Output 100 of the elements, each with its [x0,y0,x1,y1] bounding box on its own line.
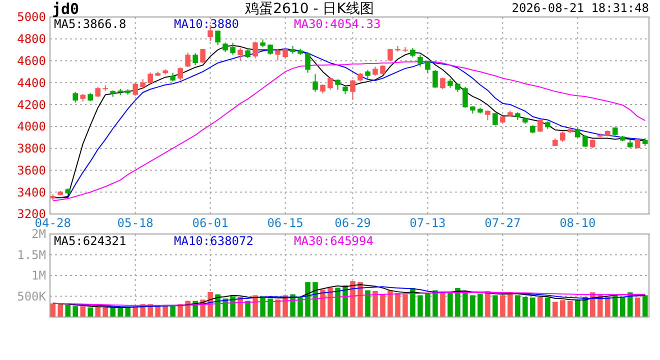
candlestick [140,78,146,90]
bar [50,304,56,317]
bar [432,290,438,317]
y-tick-label: 4800 [17,32,46,46]
candlestick [425,60,430,74]
candlestick [215,30,220,46]
bar [440,292,446,317]
candlestick [575,127,580,138]
bar [500,295,506,317]
candlestick [440,77,446,90]
candlestick [230,42,236,56]
x-tick-label: 07-13 [410,216,446,230]
candlestick [485,110,490,121]
bar [575,300,580,317]
bar [65,304,70,317]
bar [372,290,378,317]
bar [515,295,520,317]
bar [560,300,566,317]
bar [388,290,393,317]
bar [628,292,633,317]
text: MA10:3880 [174,17,240,31]
candlestick [418,54,423,67]
bar [312,282,318,317]
bar [125,307,130,317]
x-tick-label: 05-18 [117,216,154,230]
bar [612,295,618,317]
bar [95,306,100,317]
bar [410,288,416,317]
bar [335,288,340,317]
candlestick [350,79,356,100]
bar [478,294,483,317]
bar [402,294,408,317]
annotation: jd0 [52,0,80,18]
line-series [52,292,646,306]
y-tick-label: 4400 [17,76,46,90]
bar [298,298,303,317]
candlestick [582,134,588,148]
bar [132,306,138,317]
text: MA5:624321 [54,234,126,248]
bar [620,296,626,317]
y-tick-label: 1.5M [17,248,46,262]
candlestick [275,48,280,61]
bar [522,296,528,317]
candlestick [320,84,326,94]
bar [275,300,280,317]
bar [530,298,536,317]
bar [492,295,498,317]
bar [118,307,123,317]
text: MA5:3866.8 [54,17,126,31]
candlestick [388,48,393,62]
candlestick [432,69,438,88]
candlestick [178,66,183,81]
candlestick [200,48,206,64]
text: MA10:638072 [174,234,254,248]
x-tick-label: 06-29 [334,216,371,230]
bar [485,291,490,317]
candlestick [492,112,498,126]
bar [470,295,476,317]
x-tick-label: 08-10 [560,216,596,230]
candlestick [252,41,258,59]
x-tick-label: 06-15 [267,216,304,230]
bar [80,306,86,317]
bar [328,288,333,317]
bar [462,292,468,317]
bar [635,298,640,317]
bar [365,290,370,317]
y-tick-label: 3600 [17,163,46,178]
bar [88,307,93,317]
bar [320,290,326,317]
candlestick [328,76,333,90]
bar [418,295,423,317]
bar [102,307,108,317]
bar [590,292,596,317]
bar [508,292,513,317]
candlestick [282,48,288,59]
bar [582,296,588,317]
candlestick [462,86,468,108]
text: 2026-08-21 18:31:48 [512,1,649,15]
bar [380,294,386,317]
y-tick-label: 2M [32,227,46,242]
bar [72,306,78,317]
candlestick [312,74,318,92]
bar [110,307,116,317]
candlestick [538,118,543,132]
candlestick [132,82,138,96]
y-tick-label: 1M [32,268,46,283]
candlestick [305,52,310,74]
bar [162,306,168,317]
bar [230,296,236,317]
candlestick [410,48,416,58]
candlestick [185,52,190,68]
candlestick [148,72,153,84]
bar [155,306,160,317]
candlestick [222,42,228,53]
candlestick [365,70,370,80]
bar [170,306,176,317]
y-tick-label: 3400 [17,185,46,200]
bar [448,292,453,317]
chart-title: 鸡蛋2610 - 日K线图 [244,1,374,17]
bar [342,285,348,317]
